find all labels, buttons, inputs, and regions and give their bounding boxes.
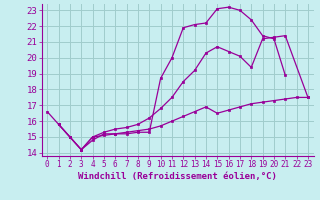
X-axis label: Windchill (Refroidissement éolien,°C): Windchill (Refroidissement éolien,°C) (78, 172, 277, 181)
